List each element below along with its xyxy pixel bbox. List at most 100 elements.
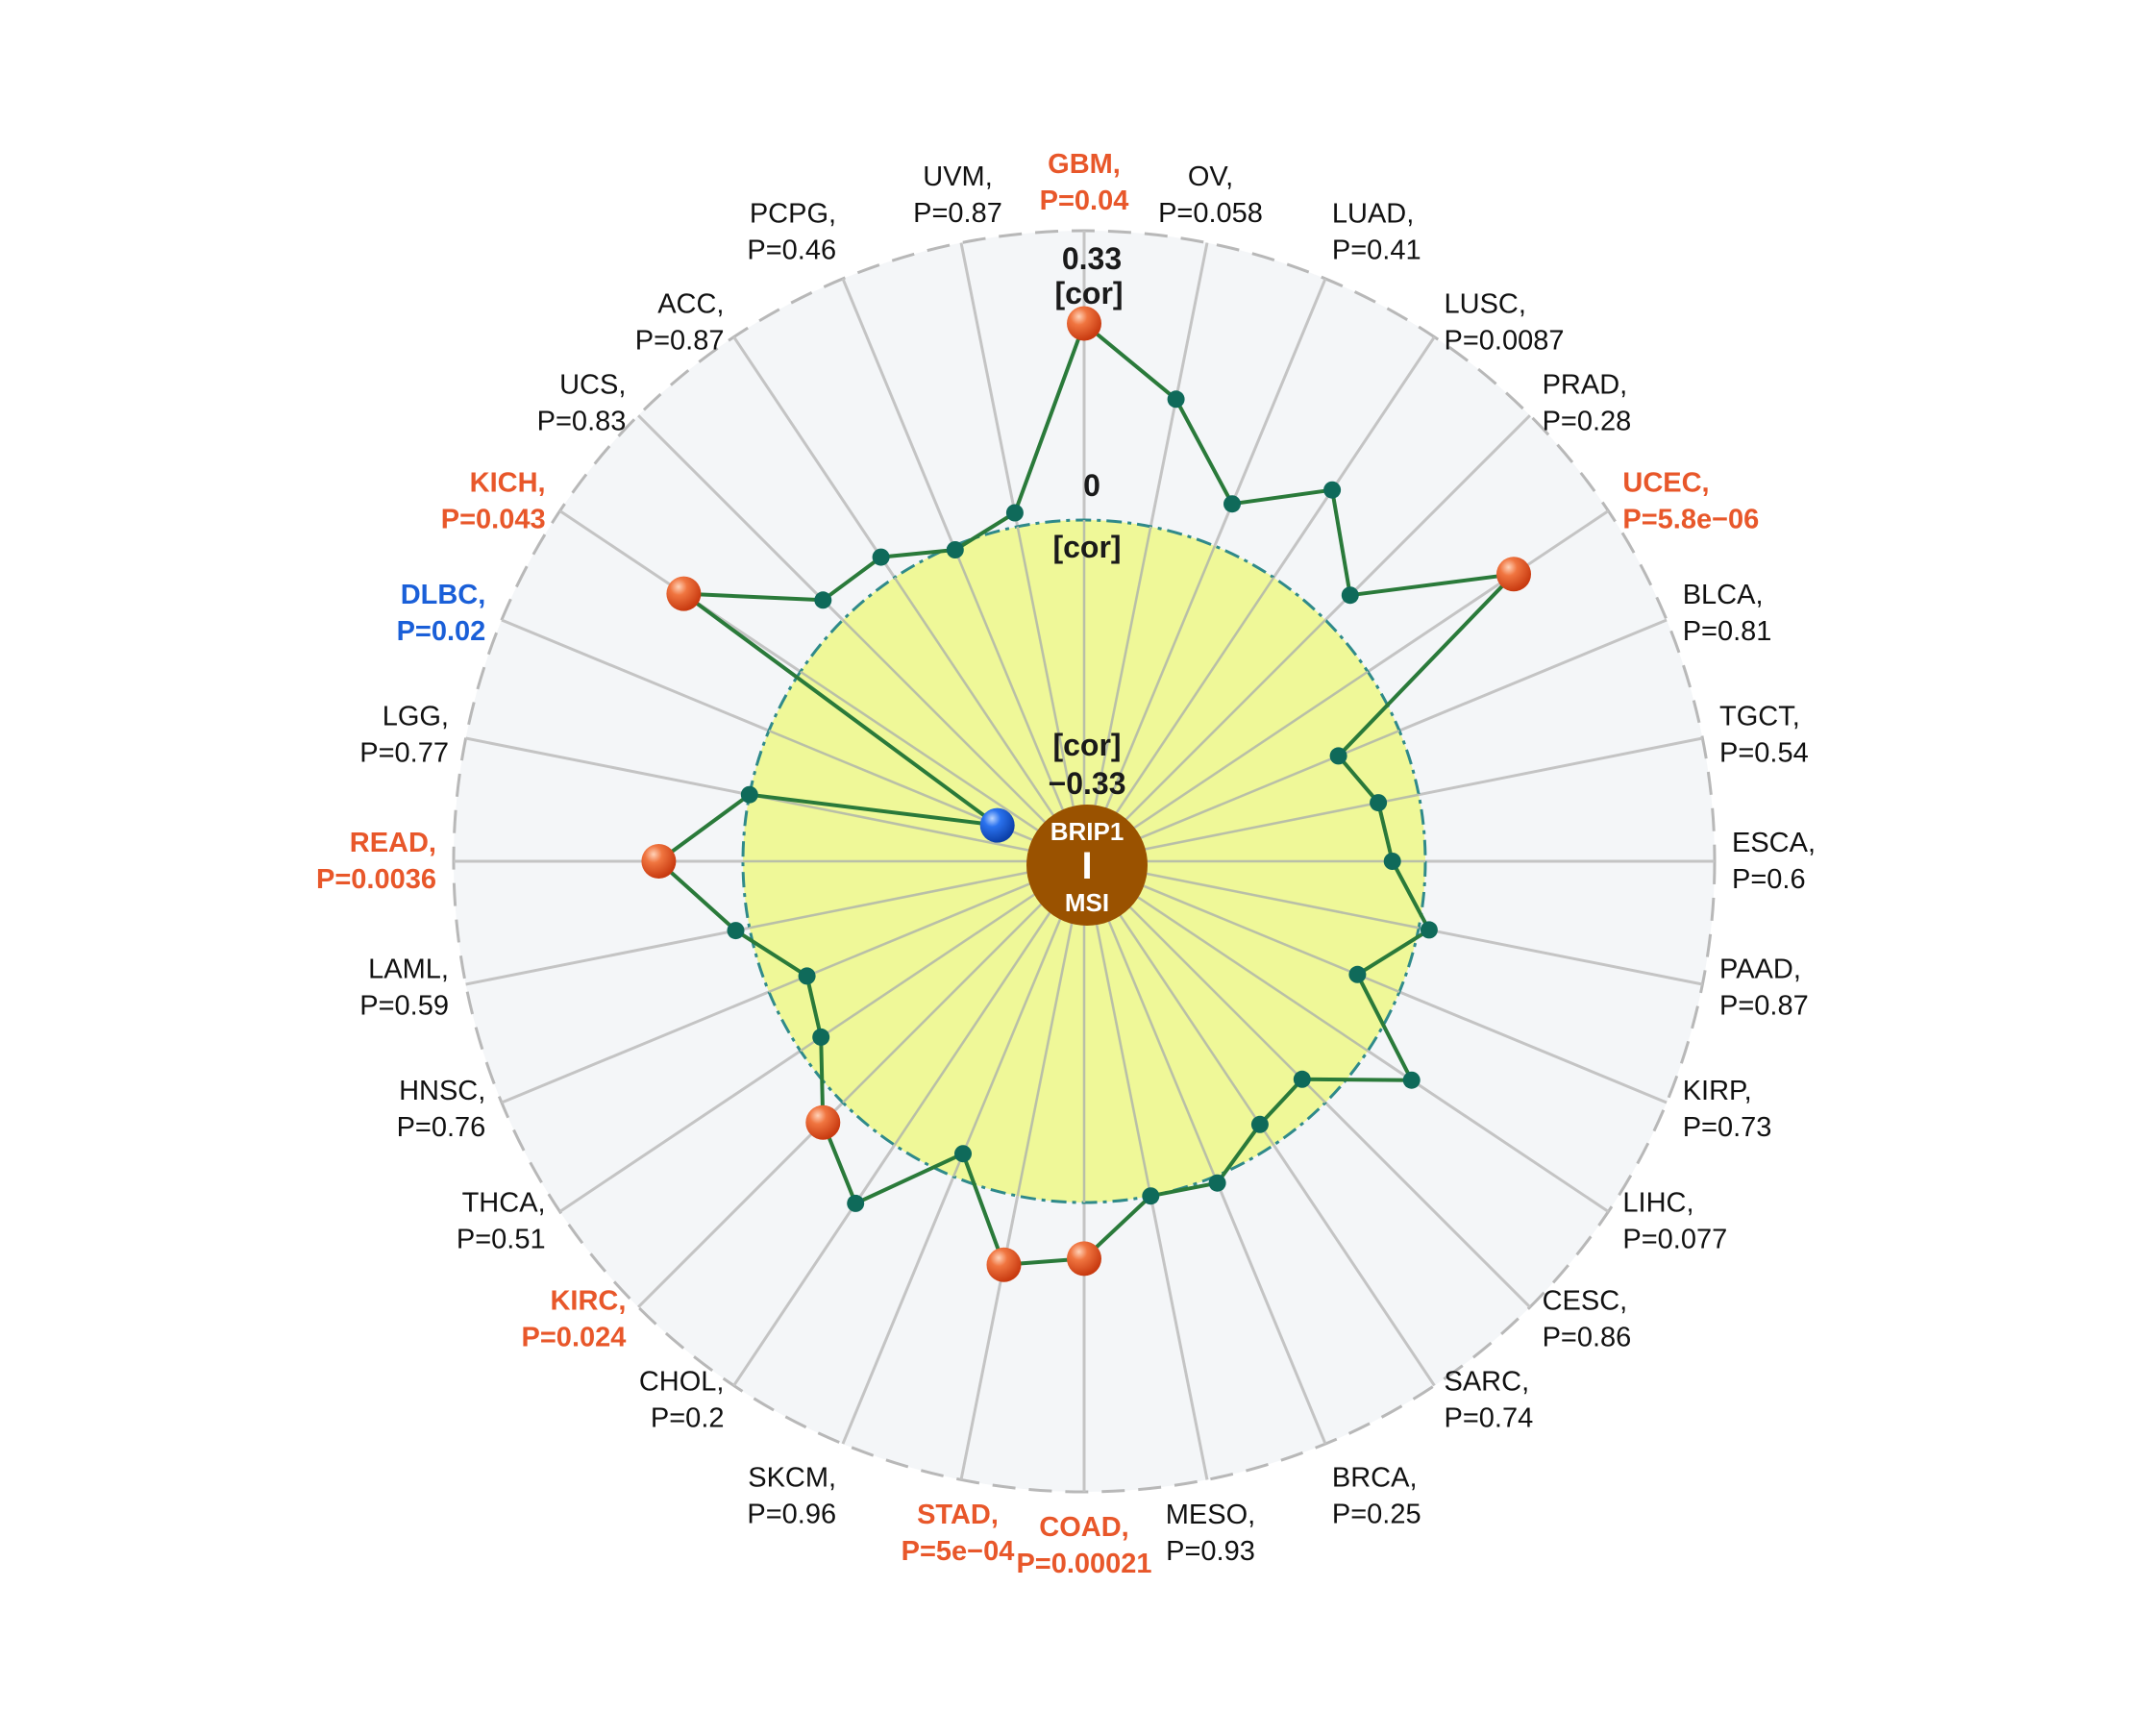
- point-read: [641, 844, 677, 879]
- category-label-skcm: SKCM, P=0.96: [747, 1463, 836, 1530]
- cancer-name: BRCA,: [1332, 1463, 1418, 1494]
- p-value: P=0.96: [747, 1500, 836, 1530]
- category-label-sarc: SARC, P=0.74: [1445, 1366, 1534, 1433]
- category-label-ucec: UCEC, P=5.8e−06: [1622, 468, 1759, 535]
- cancer-name: KIRC,: [550, 1286, 626, 1317]
- p-value: P=0.0087: [1445, 326, 1565, 357]
- scale-max-unit: [cor]: [1054, 276, 1123, 310]
- inner-spoke-kich: [800, 670, 1085, 863]
- point-lusc: [1323, 481, 1342, 499]
- point-kirp: [1348, 965, 1367, 983]
- point-chol: [847, 1194, 865, 1212]
- point-esca: [1383, 853, 1401, 870]
- cancer-name: UCEC,: [1622, 468, 1709, 499]
- cancer-name: COAD,: [1039, 1512, 1128, 1543]
- cancer-name: MESO,: [1166, 1500, 1255, 1530]
- inner-spoke-ucs: [842, 619, 1085, 862]
- point-ov: [1167, 390, 1185, 409]
- category-label-kirp: KIRP, P=0.73: [1683, 1076, 1772, 1143]
- p-value: P=0.87: [635, 326, 725, 357]
- category-label-hnsc: HNSC, P=0.76: [397, 1076, 486, 1143]
- cancer-name: CESC,: [1543, 1286, 1628, 1317]
- center-circle: [1026, 805, 1148, 926]
- point-paad: [1420, 921, 1438, 939]
- p-value: P=0.02: [397, 616, 486, 647]
- p-value: P=0.59: [359, 991, 449, 1022]
- scale-zero-unit: [cor]: [1052, 530, 1121, 564]
- point-kirc: [805, 1104, 841, 1140]
- category-label-lusc: LUSC, P=0.0087: [1445, 289, 1565, 357]
- point-skcm: [954, 1145, 972, 1163]
- category-label-ucs: UCS, P=0.83: [537, 369, 627, 436]
- p-value: P=0.87: [1719, 991, 1809, 1022]
- p-value: P=0.73: [1683, 1112, 1772, 1143]
- cancer-name: TGCT,: [1719, 702, 1800, 732]
- p-value: P=0.51: [457, 1225, 546, 1255]
- category-label-esca: ESCA, P=0.6: [1732, 828, 1816, 895]
- inner-spoke-uvm: [1016, 526, 1086, 862]
- point-tgct: [1370, 794, 1388, 812]
- point-acc: [872, 548, 890, 566]
- point-dlbc: [979, 807, 1015, 843]
- point-stad: [986, 1247, 1022, 1282]
- p-value: P=0.77: [359, 738, 449, 769]
- p-value: P=0.00021: [1016, 1549, 1151, 1579]
- p-value: P=0.54: [1719, 738, 1809, 769]
- category-label-coad: COAD, P=0.00021: [1016, 1512, 1151, 1579]
- category-label-laml: LAML, P=0.59: [359, 955, 449, 1022]
- p-value: P=0.043: [441, 505, 546, 535]
- category-label-uvm: UVM, P=0.87: [913, 161, 1002, 229]
- p-value: P=0.83: [537, 406, 627, 436]
- cancer-name: UVM,: [923, 161, 993, 192]
- category-label-kirc: KIRC, P=0.024: [522, 1286, 627, 1353]
- point-ucs: [814, 591, 832, 609]
- cancer-name: KICH,: [470, 468, 546, 499]
- point-gbm: [1067, 306, 1101, 341]
- category-label-lgg: LGG, P=0.77: [359, 702, 449, 769]
- category-label-thca: THCA, P=0.51: [457, 1188, 546, 1255]
- cancer-name: OV,: [1188, 161, 1233, 192]
- cancer-name: SKCM,: [748, 1463, 836, 1494]
- p-value: P=0.74: [1445, 1402, 1534, 1433]
- point-blca: [1329, 747, 1347, 765]
- p-value: P=0.86: [1543, 1323, 1632, 1353]
- cancer-name: PRAD,: [1543, 369, 1628, 400]
- p-value: P=0.76: [397, 1112, 486, 1143]
- p-value: P=0.0036: [316, 864, 436, 895]
- category-label-stad: STAD, P=5e−04: [902, 1500, 1015, 1567]
- cancer-name: HNSC,: [399, 1076, 485, 1106]
- category-label-prad: PRAD, P=0.28: [1543, 369, 1632, 436]
- cancer-name: PAAD,: [1719, 955, 1801, 985]
- category-label-group: GBM, P=0.04 OV, P=0.058 LUAD, P=0.41 LUSC, P=0.…: [316, 149, 1816, 1579]
- point-group: [641, 306, 1531, 1282]
- category-label-tgct: TGCT, P=0.54: [1719, 702, 1809, 769]
- point-thca: [812, 1028, 830, 1046]
- point-cesc: [1293, 1070, 1311, 1088]
- inner-spoke-acc: [893, 577, 1086, 862]
- point-uvm: [1005, 504, 1024, 522]
- p-value: P=0.25: [1332, 1500, 1421, 1530]
- p-value: P=0.28: [1543, 406, 1632, 436]
- point-ucec: [1496, 557, 1531, 592]
- cancer-name: LUAD,: [1332, 198, 1414, 229]
- p-value: P=0.2: [651, 1402, 725, 1433]
- category-label-chol: CHOL, P=0.2: [639, 1366, 725, 1433]
- scale-labels: 0.33 [cor] 0 [cor] [cor] −0.33: [1049, 241, 1126, 801]
- category-label-lihc: LIHC, P=0.077: [1622, 1188, 1727, 1255]
- point-kich: [666, 576, 702, 611]
- point-laml: [727, 922, 745, 940]
- point-hnsc: [798, 967, 816, 985]
- cancer-name: KIRP,: [1683, 1076, 1752, 1106]
- category-label-gbm: GBM, P=0.04: [1040, 149, 1129, 216]
- p-value: P=0.058: [1158, 198, 1263, 229]
- center-feature: MSI: [1065, 888, 1109, 917]
- cancer-name: THCA,: [462, 1188, 546, 1219]
- p-value: P=0.04: [1040, 186, 1129, 216]
- center-badge: BRIP1 I MSI: [1026, 805, 1148, 926]
- point-lihc: [1402, 1071, 1421, 1089]
- point-lgg: [740, 785, 758, 804]
- category-label-pcpg: PCPG, P=0.46: [747, 198, 836, 265]
- category-label-kich: KICH, P=0.043: [441, 468, 546, 535]
- cancer-name: LGG,: [383, 702, 449, 732]
